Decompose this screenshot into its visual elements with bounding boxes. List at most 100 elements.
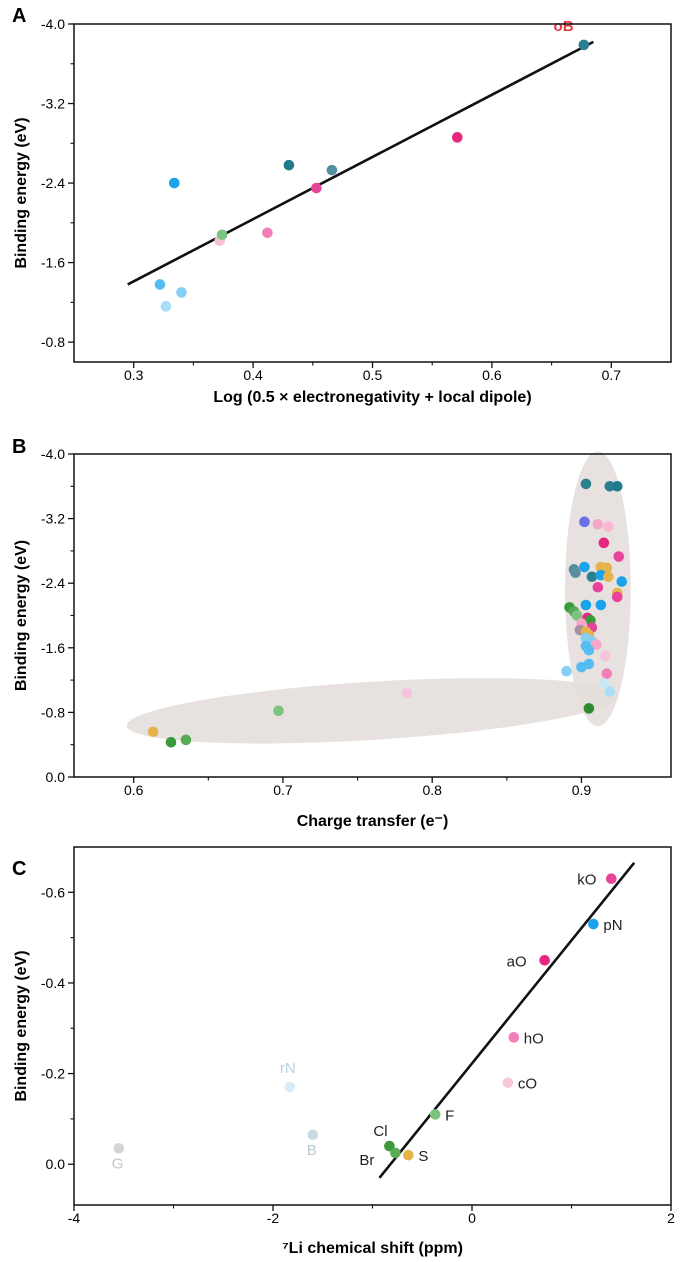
data-point (539, 954, 550, 966)
x-tick-label: 0.9 (572, 782, 592, 798)
point-label: kO (577, 872, 596, 889)
data-point (576, 661, 587, 673)
x-tick-label: 0.7 (602, 367, 622, 383)
y-tick-label: -1.6 (41, 255, 65, 271)
y-tick-label: 0.0 (46, 769, 66, 785)
data-point (508, 1032, 520, 1043)
data-point (601, 668, 613, 679)
data-point (601, 562, 613, 574)
data-point (180, 734, 192, 746)
x-tick-label: -2 (267, 1210, 280, 1226)
data-point (579, 516, 590, 528)
y-axis-title: Binding energy (eV) (13, 117, 30, 268)
data-point (147, 726, 159, 738)
y-tick-label: 0.0 (46, 1156, 66, 1172)
data-point (113, 1143, 125, 1154)
data-point (283, 159, 295, 171)
point-label: F (445, 1107, 454, 1124)
data-point (583, 703, 595, 714)
data-point (176, 287, 187, 298)
data-point (603, 521, 614, 532)
data-point (592, 518, 604, 530)
y-axis-title: Binding energy (eV) (13, 540, 30, 691)
data-point (606, 873, 617, 885)
data-point (604, 481, 616, 492)
data-point (604, 686, 616, 697)
data-point (598, 537, 610, 549)
data-point (451, 132, 463, 143)
data-point (561, 665, 572, 677)
x-axis-title: ⁷Li chemical shift (ppm) (282, 1240, 463, 1257)
data-point (611, 591, 623, 603)
y-axis-title: Binding energy (eV) (13, 950, 30, 1101)
data-point (591, 639, 602, 650)
data-point (570, 567, 581, 579)
data-point (586, 571, 598, 583)
data-point (600, 650, 611, 662)
data-point (502, 1077, 514, 1088)
data-point (216, 229, 228, 241)
x-tick-label: 0.6 (124, 782, 144, 798)
data-point (384, 1140, 395, 1152)
data-point (160, 301, 172, 312)
y-tick-label: -4.0 (41, 16, 65, 32)
panel-letter: B (12, 436, 26, 458)
point-label: B (307, 1142, 317, 1159)
data-point (165, 736, 177, 748)
x-tick-label: 0.7 (273, 782, 293, 798)
x-tick-label: 0.3 (124, 367, 144, 383)
point-label: S (418, 1148, 428, 1165)
data-point (571, 610, 583, 621)
y-tick-label: -0.8 (41, 704, 65, 720)
data-point (429, 1109, 441, 1120)
x-tick-label: 0.6 (482, 367, 502, 383)
panel-b-chart: B 0.6 0.7 0.8 0.9 -4.0 -3.2 -2.4 -1.6 -0.8 0.0 Char… (12, 436, 672, 830)
data-point (390, 1147, 401, 1159)
plot-frame (73, 23, 672, 363)
data-point (616, 576, 628, 587)
y-tick-label: -3.2 (41, 511, 65, 527)
data-point (262, 227, 273, 239)
y-tick-label: -3.2 (41, 96, 65, 112)
data-point (273, 705, 284, 717)
y-tick-label: -2.4 (41, 575, 65, 591)
x-tick-label: 0.4 (243, 367, 263, 383)
x-tick-label: 0.5 (363, 367, 383, 383)
y-tick-label: -0.8 (41, 334, 65, 350)
data-point (598, 678, 610, 689)
data-point (595, 599, 607, 611)
data-point (578, 39, 590, 51)
x-tick-label: 2 (667, 1210, 675, 1226)
point-label: Br (359, 1152, 374, 1169)
fit-line (127, 40, 594, 286)
data-point (580, 478, 592, 490)
point-label: Cl (373, 1123, 387, 1140)
point-label: rN (280, 1060, 296, 1077)
data-point (401, 687, 413, 699)
data-point (307, 1129, 319, 1141)
data-point (588, 918, 599, 930)
x-tick-label: -4 (68, 1210, 81, 1226)
panel-letter: C (12, 858, 26, 880)
panel-c-chart: CkO pN aO hO cO F Cl Br SrN B G -4 -2 0 2 -0.6 -0.4 -0.2 0… (12, 846, 675, 1257)
panel-letter: A (12, 5, 26, 27)
x-axis-title: Charge transfer (e⁻) (297, 813, 449, 830)
fit-line (378, 862, 636, 1179)
data-point (583, 644, 595, 656)
data-point (154, 279, 166, 290)
point-label: hO (524, 1030, 544, 1047)
y-tick-label: -0.4 (41, 975, 65, 991)
y-tick-label: -0.2 (41, 1066, 65, 1082)
y-tick-label: -0.6 (41, 884, 65, 900)
shaded-region-1 (126, 678, 619, 744)
data-point (326, 164, 338, 176)
data-point (284, 1081, 296, 1093)
data-point (613, 551, 625, 562)
data-point (580, 599, 592, 611)
x-tick-label: 0 (468, 1210, 476, 1226)
data-point (579, 561, 590, 573)
point-label: pN (603, 917, 622, 934)
y-tick-label: -1.6 (41, 640, 65, 656)
point-label: G (112, 1155, 124, 1172)
point-label: cO (518, 1076, 537, 1093)
